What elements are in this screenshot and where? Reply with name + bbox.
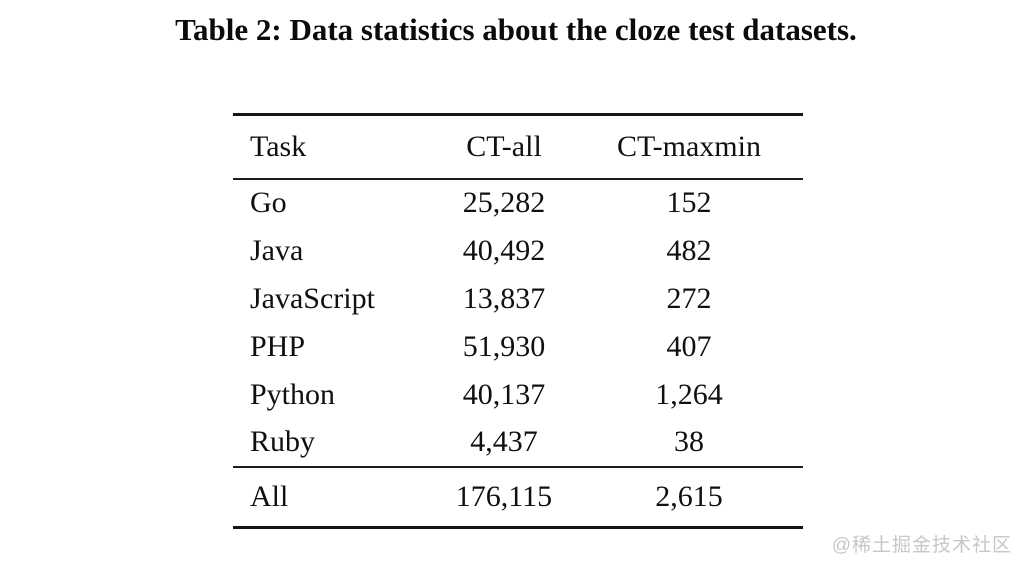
table-row: PHP 51,930 407 (233, 323, 803, 371)
table-row: Go 25,282 152 (233, 179, 803, 227)
cell-task: Java (250, 233, 304, 267)
column-header-ct-all: CT-all (466, 129, 542, 163)
cell-ct-maxmin: 272 (666, 281, 712, 315)
cell-ct-all: 25,282 (462, 186, 546, 219)
table-row: Java 40,492 482 (233, 227, 803, 275)
table-header: Task CT-all CT-maxmin (233, 115, 803, 179)
cell-task: Ruby (250, 425, 316, 458)
table-caption: Table 2: Data statistics about the cloze… (175, 12, 857, 47)
cell-ct-maxmin: 1,264 (655, 377, 723, 411)
cell-ct-maxmin: 152 (666, 186, 712, 219)
cell-task: Python (250, 377, 336, 411)
watermark: @稀土掘金技术社区 (831, 535, 1012, 556)
header-row: Task CT-all CT-maxmin (233, 115, 803, 179)
cell-task: Go (250, 186, 287, 219)
table-row: JavaScript 13,837 272 (233, 275, 803, 323)
cell-ct-maxmin: 2,615 (655, 479, 723, 513)
cell-ct-all: 51,930 (462, 329, 546, 363)
cell-ct-all: 13,837 (462, 281, 546, 315)
cloze-statistics-table: Task CT-all CT-maxmin Go 25,282 152 Java… (233, 113, 803, 529)
cell-ct-maxmin: 482 (666, 233, 712, 267)
column-header-task: Task (250, 129, 307, 163)
cell-ct-all: 40,137 (462, 377, 546, 411)
cell-ct-maxmin: 407 (666, 329, 712, 363)
cell-task: All (250, 479, 289, 513)
cell-ct-maxmin: 38 (674, 425, 704, 458)
footer-row: All 176,115 2,615 (233, 466, 803, 528)
cell-ct-all: 176,115 (455, 479, 553, 513)
cell-task: JavaScript (250, 281, 375, 315)
column-header-ct-maxmin: CT-maxmin (617, 129, 761, 163)
table-row: Python 40,137 1,264 (233, 371, 803, 419)
cell-task: PHP (250, 329, 306, 363)
cell-ct-all: 4,437 (470, 425, 538, 458)
table-row: Ruby 4,437 38 (233, 419, 803, 467)
table-body: Go 25,282 152 Java 40,492 482 JavaScript… (233, 179, 803, 467)
table-footer: All 176,115 2,615 (233, 466, 803, 528)
cell-ct-all: 40,492 (462, 233, 546, 267)
